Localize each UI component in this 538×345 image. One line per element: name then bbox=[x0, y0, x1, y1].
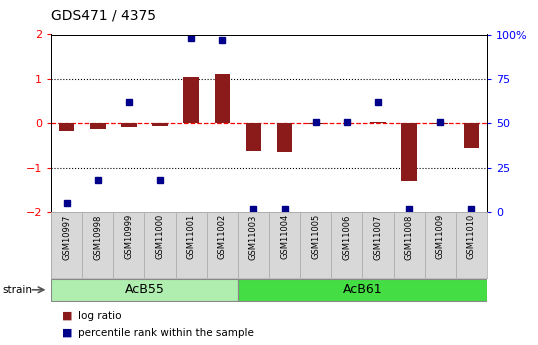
Text: GSM10997: GSM10997 bbox=[62, 214, 71, 259]
Text: GSM11010: GSM11010 bbox=[467, 214, 476, 259]
Text: GSM11007: GSM11007 bbox=[373, 214, 383, 259]
Bar bbox=[331, 212, 363, 278]
Text: GSM11008: GSM11008 bbox=[405, 214, 414, 259]
Text: ■: ■ bbox=[62, 328, 73, 338]
Text: GSM11002: GSM11002 bbox=[218, 214, 227, 259]
Bar bbox=[145, 212, 175, 278]
Bar bbox=[269, 212, 300, 278]
Text: GSM11001: GSM11001 bbox=[187, 214, 196, 259]
Bar bbox=[339, 123, 355, 124]
Bar bbox=[90, 124, 105, 129]
Bar bbox=[114, 212, 145, 278]
Text: GSM10998: GSM10998 bbox=[93, 214, 102, 259]
Bar bbox=[175, 212, 207, 278]
Text: percentile rank within the sample: percentile rank within the sample bbox=[78, 328, 254, 338]
Text: GSM10999: GSM10999 bbox=[124, 214, 133, 259]
Bar bbox=[238, 279, 487, 300]
Text: AcB61: AcB61 bbox=[343, 283, 382, 296]
Text: log ratio: log ratio bbox=[78, 311, 122, 321]
Bar bbox=[456, 212, 487, 278]
Bar bbox=[277, 124, 292, 152]
Text: GSM11009: GSM11009 bbox=[436, 214, 445, 259]
Bar bbox=[363, 212, 393, 278]
Bar bbox=[121, 124, 137, 127]
Text: GSM11005: GSM11005 bbox=[311, 214, 320, 259]
Bar bbox=[215, 73, 230, 124]
Bar bbox=[401, 124, 417, 181]
Text: GSM11003: GSM11003 bbox=[249, 214, 258, 259]
Bar bbox=[82, 212, 114, 278]
Bar bbox=[464, 124, 479, 148]
Bar bbox=[183, 77, 199, 124]
Text: GSM11006: GSM11006 bbox=[342, 214, 351, 259]
Bar bbox=[152, 124, 168, 127]
Text: GSM11000: GSM11000 bbox=[155, 214, 165, 259]
Bar bbox=[51, 279, 238, 300]
Bar bbox=[424, 212, 456, 278]
Bar bbox=[246, 124, 261, 151]
Bar bbox=[59, 124, 74, 131]
Text: strain: strain bbox=[3, 285, 33, 295]
Bar bbox=[370, 122, 386, 124]
Bar bbox=[300, 212, 331, 278]
Bar bbox=[393, 212, 424, 278]
Text: GDS471 / 4375: GDS471 / 4375 bbox=[51, 8, 156, 22]
Text: AcB55: AcB55 bbox=[125, 283, 165, 296]
Bar bbox=[207, 212, 238, 278]
Text: GSM11004: GSM11004 bbox=[280, 214, 289, 259]
Bar bbox=[51, 212, 82, 278]
Bar bbox=[238, 212, 269, 278]
Text: ■: ■ bbox=[62, 311, 73, 321]
